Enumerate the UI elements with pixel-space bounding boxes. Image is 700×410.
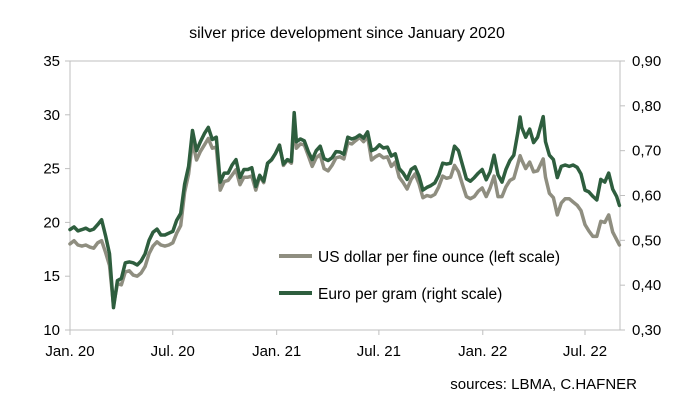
x-axis: Jan. 20 Jul. 20 Jan. 21 Jul. 21 Jan. 22 Jul. … [45, 330, 607, 360]
series-line-eur [68, 110, 622, 310]
legend-label-usd: US dollar per fine ounce (left scale) [318, 249, 560, 266]
left-axis: 10 15 20 25 30 35 [43, 53, 70, 339]
legend: US dollar per fine ounce (left scale) Eu… [279, 249, 560, 303]
right-tick-label: 0,70 [632, 143, 661, 160]
legend-label-eur: Euro per gram (right scale) [318, 286, 502, 303]
left-tick-label: 15 [43, 268, 60, 285]
x-tick-label: Jan. 20 [45, 343, 94, 360]
left-tick-label: 25 [43, 161, 60, 178]
left-tick-label: 30 [43, 107, 60, 124]
left-tick-label: 20 [43, 214, 60, 231]
series-layer [68, 110, 622, 310]
x-tick-label: Jan. 21 [252, 343, 301, 360]
source-note: sources: LBMA, C.HAFNER [450, 376, 637, 393]
left-tick-label: 35 [43, 53, 60, 70]
right-tick-label: 0,90 [632, 53, 661, 70]
x-tick-label: Jul. 20 [151, 343, 195, 360]
chart-title: silver price development since January 2… [189, 25, 505, 42]
right-axis: 0,30 0,40 0,50 0,60 0,70 0,80 0,90 [620, 53, 661, 339]
left-tick-label: 10 [43, 322, 60, 339]
right-tick-label: 0,30 [632, 322, 661, 339]
x-tick-label: Jan. 22 [458, 343, 507, 360]
right-tick-label: 0,60 [632, 188, 661, 205]
x-tick-label: Jul. 21 [357, 343, 401, 360]
x-tick-label: Jul. 22 [563, 343, 607, 360]
right-tick-label: 0,40 [632, 277, 661, 294]
right-tick-label: 0,80 [632, 98, 661, 115]
right-tick-label: 0,50 [632, 232, 661, 249]
